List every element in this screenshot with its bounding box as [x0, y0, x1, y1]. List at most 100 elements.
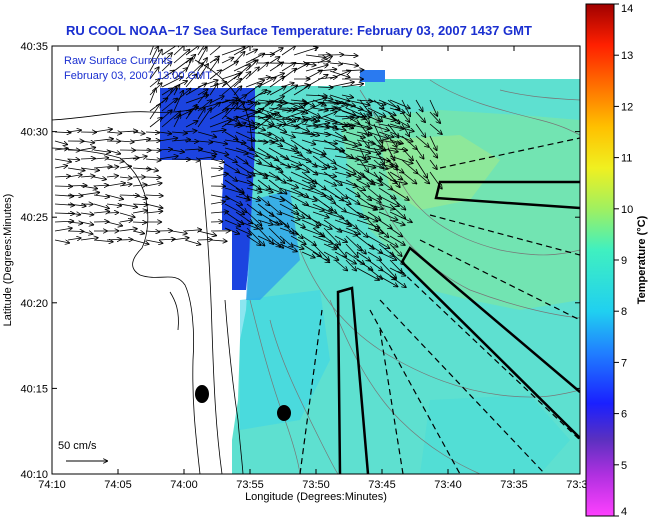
current-vector [132, 231, 145, 234]
current-vector [246, 140, 268, 142]
current-vector [378, 187, 396, 199]
current-vector [401, 171, 417, 184]
current-vector [312, 139, 338, 144]
current-vector [293, 85, 311, 96]
current-vector [345, 147, 371, 153]
current-vector [378, 267, 397, 280]
current-vector [359, 123, 369, 136]
current-vector [210, 240, 228, 241]
current-vector [149, 46, 154, 56]
current-vector [119, 184, 132, 186]
current-vector [279, 203, 299, 214]
current-vector [373, 123, 383, 144]
current-vector [235, 195, 251, 200]
current-vector [373, 171, 381, 182]
current-vector [345, 211, 369, 219]
current-vector [173, 90, 184, 112]
current-vector [334, 195, 351, 205]
current-vector [119, 229, 138, 231]
current-vector [54, 186, 73, 187]
current-vector [132, 204, 149, 205]
current-vector [67, 159, 80, 160]
current-vector [132, 156, 148, 159]
current-vector [356, 211, 378, 222]
current-vector [415, 111, 426, 123]
current-vector [387, 123, 399, 138]
current-vector [210, 149, 229, 155]
current-vector [246, 147, 270, 158]
current-vector [378, 123, 404, 129]
current-vector [401, 135, 418, 150]
current-vector [345, 203, 364, 218]
current-vector [246, 116, 270, 118]
current-vector [317, 111, 337, 120]
current-vector [290, 219, 306, 228]
current-vector [334, 147, 354, 159]
current-vector [387, 147, 395, 161]
current-vector [312, 123, 330, 128]
current-vector [80, 147, 96, 150]
current-vector [235, 179, 254, 185]
current-vector [106, 176, 119, 177]
current-vector [257, 195, 270, 206]
current-vector [161, 46, 181, 56]
current-vector [233, 71, 251, 88]
current-vector [290, 227, 303, 239]
current-vector [301, 251, 316, 258]
current-vector [245, 53, 265, 64]
current-vector [429, 159, 437, 170]
current-vector [93, 185, 109, 186]
current-vector [246, 219, 263, 229]
current-vector [334, 259, 348, 271]
current-vector [279, 243, 298, 252]
current-vector [290, 235, 306, 245]
current-vector [257, 171, 281, 179]
map-plot-area: Raw Surface Currents February 03, 2007 1… [52, 46, 580, 474]
current-vector [301, 203, 325, 211]
current-vector [279, 139, 298, 149]
current-vector [235, 139, 255, 151]
current-vector [209, 83, 218, 96]
current-vector [210, 140, 228, 144]
current-vector [197, 100, 212, 112]
current-vector [359, 147, 366, 160]
current-vector [323, 155, 336, 164]
current-vector [378, 131, 394, 137]
current-vector [367, 243, 383, 254]
current-vector [290, 171, 314, 182]
current-vector [312, 235, 334, 244]
current-vector [54, 158, 72, 162]
current-vector [301, 123, 319, 127]
colorbar-label: Temperature (°C) [636, 215, 648, 304]
current-vector [224, 195, 243, 205]
current-vector [145, 177, 161, 178]
current-vector [197, 47, 207, 64]
current-vector [132, 210, 148, 213]
current-vector [415, 99, 423, 112]
current-vector [210, 194, 230, 199]
current-vector [149, 79, 160, 88]
current-vector [341, 55, 358, 56]
current-vector [149, 46, 159, 64]
current-vector [184, 159, 201, 161]
current-vector [356, 187, 372, 201]
current-vector [145, 168, 159, 171]
current-vector [279, 155, 302, 166]
current-vector [149, 88, 156, 104]
current-vector [106, 221, 123, 226]
current-vector [210, 168, 223, 169]
colorbar-tick-label: 9 [621, 255, 627, 267]
current-vector [158, 149, 173, 150]
colorbar-tick-label: 5 [621, 460, 627, 472]
current-vector [119, 240, 133, 241]
current-vector [341, 117, 355, 119]
sst-field-cold-2 [360, 70, 385, 82]
current-vector [290, 147, 303, 156]
current-vector [334, 163, 356, 174]
current-vector [345, 243, 359, 258]
current-vector [268, 235, 284, 248]
current-vector [378, 219, 393, 229]
current-vector [67, 213, 81, 215]
current-vector [334, 243, 347, 258]
current-vector [171, 140, 191, 142]
